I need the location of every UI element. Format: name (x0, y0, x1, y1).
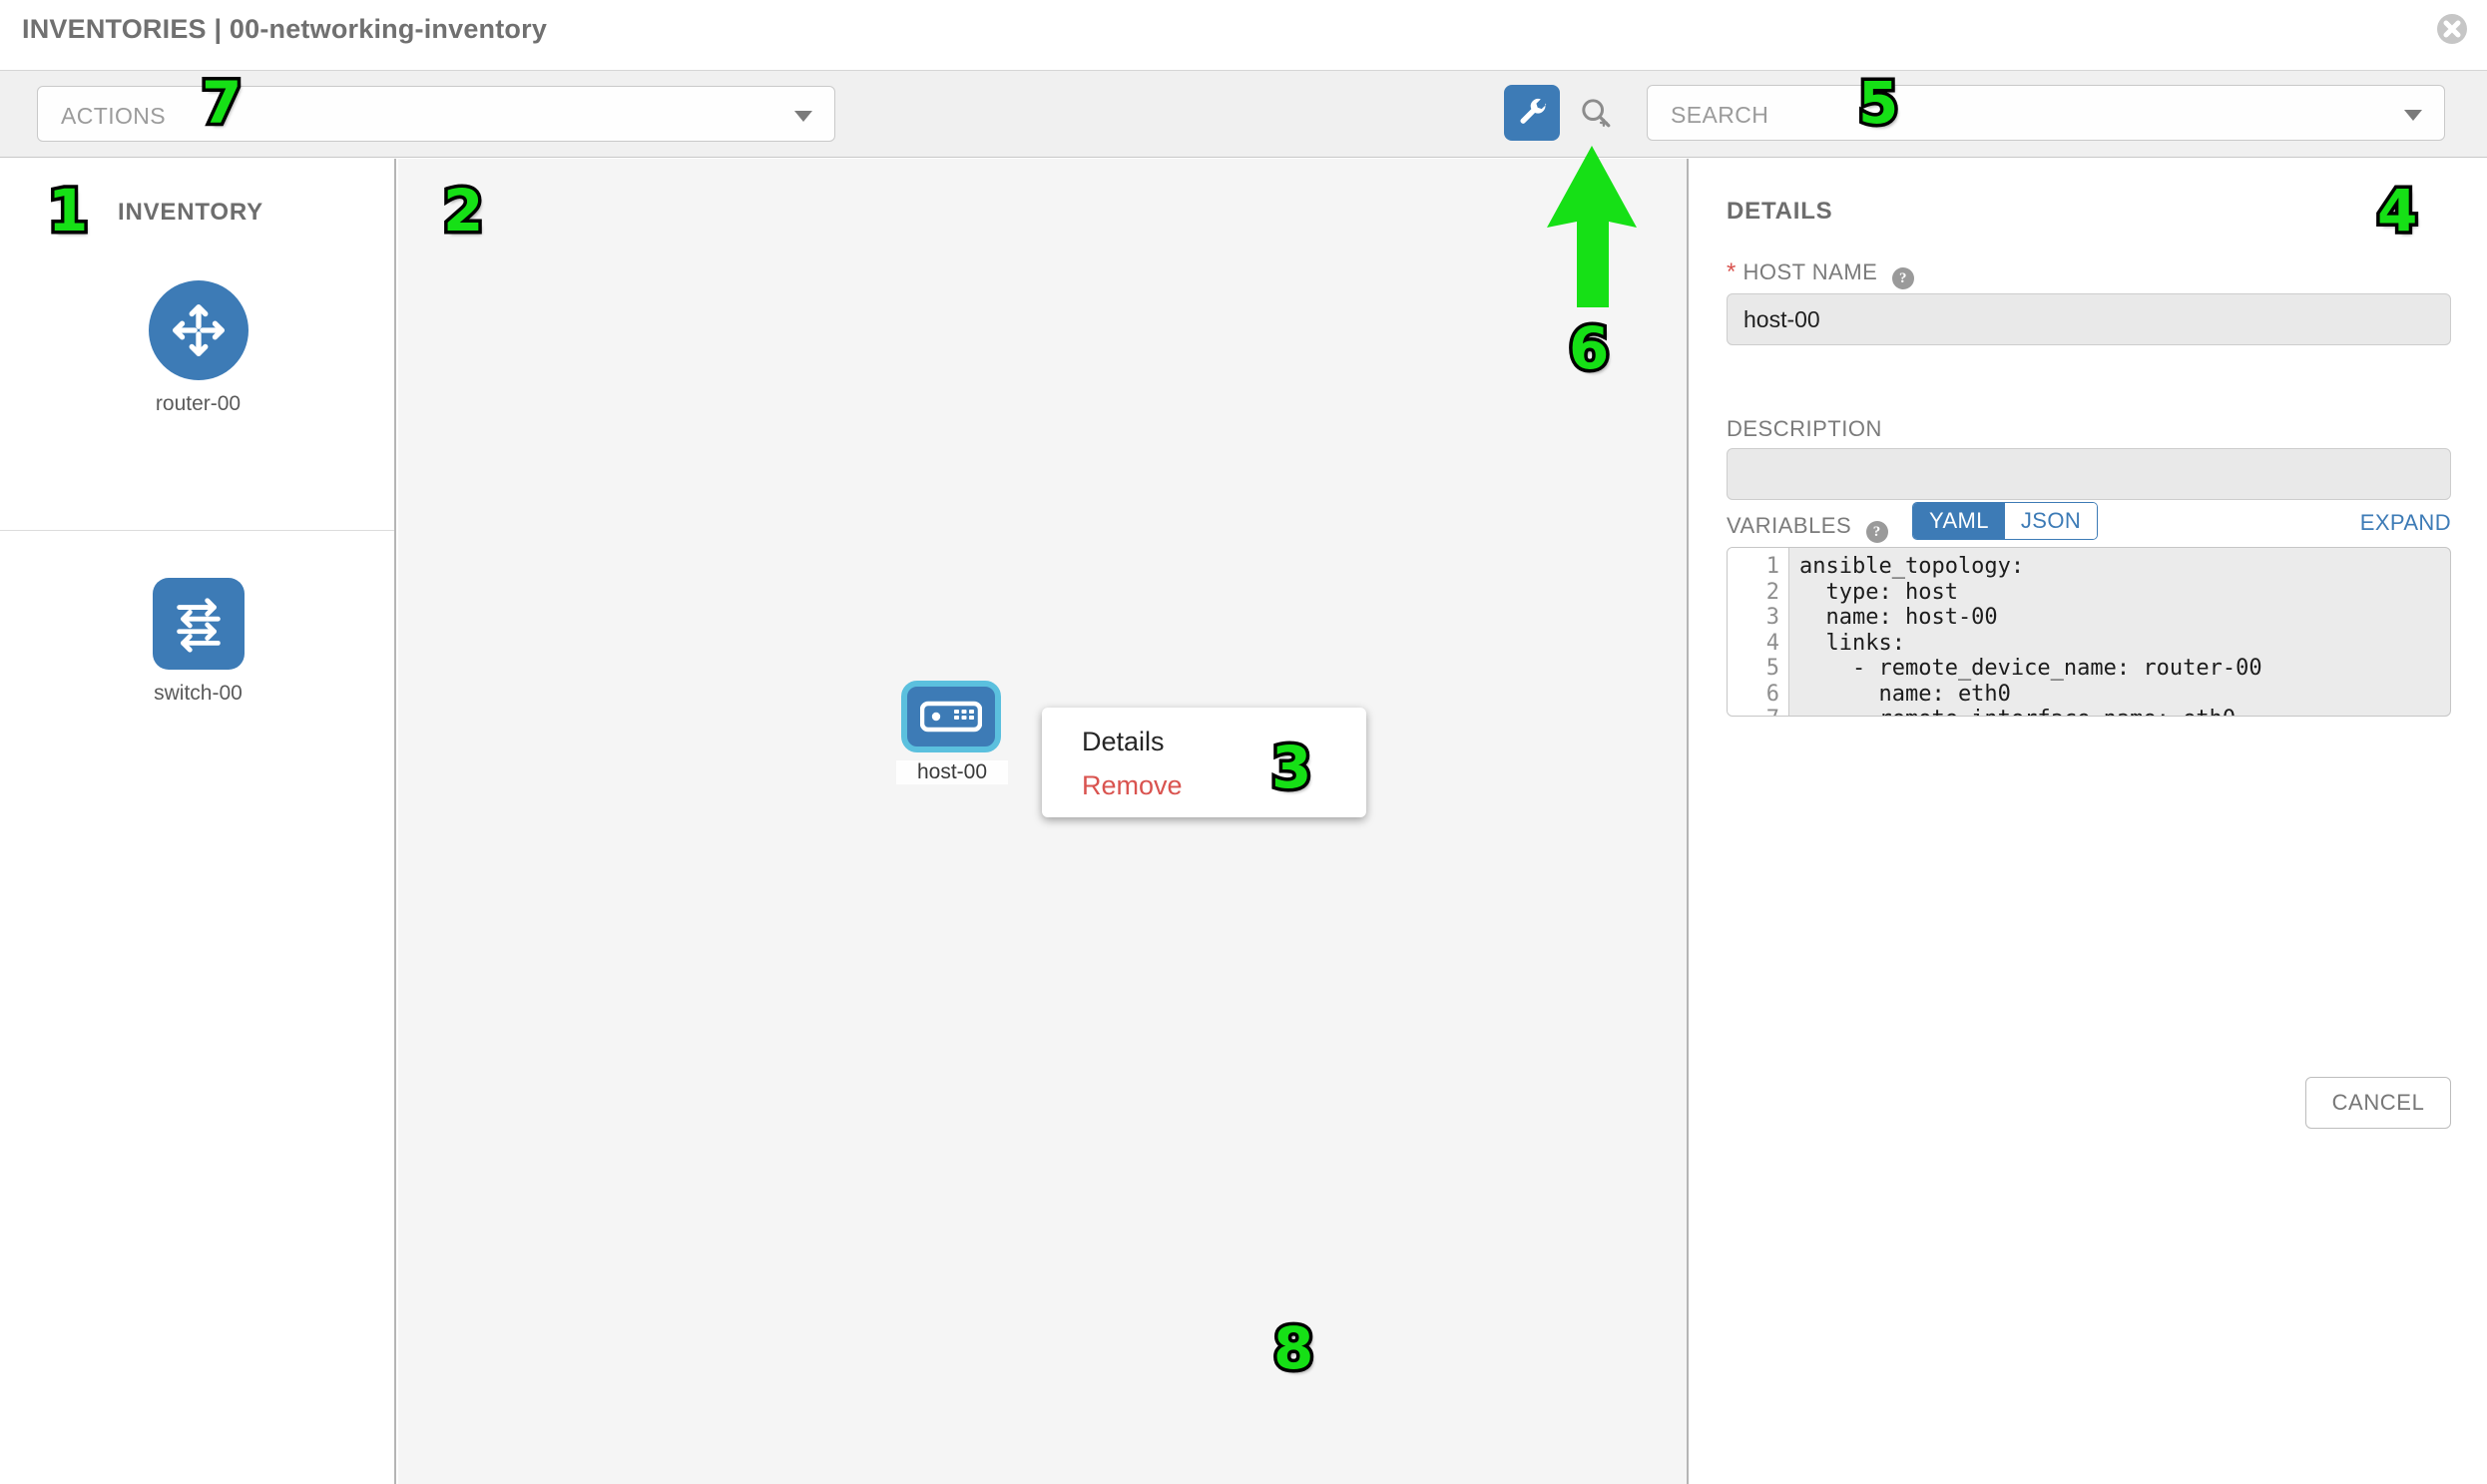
code-line: name: eth0 (1799, 681, 2011, 707)
annotation-arrow-up (1547, 146, 1637, 307)
variables-editor[interactable]: 1 2 3 4 5 6 7 ansible_topology: type: ho… (1727, 547, 2451, 717)
code-line: - remote_device_name: router-00 (1799, 656, 2262, 681)
annotation-marker-3: 3 (1267, 734, 1314, 801)
annotation-marker-4: 4 (2373, 177, 2420, 245)
topology-node-label: host-00 (896, 760, 1008, 784)
host-name-label-text: HOST NAME (1742, 259, 1878, 284)
annotation-marker-1: 1 (44, 177, 91, 245)
close-icon[interactable] (2435, 12, 2469, 46)
page-title: INVENTORIES | 00-networking-inventory (22, 14, 548, 44)
cancel-button[interactable]: CANCEL (2305, 1077, 2451, 1129)
editor-line-numbers: 1 2 3 4 5 6 7 (1728, 548, 1789, 716)
code-line: links: (1799, 630, 1905, 656)
line-number: 1 (1765, 554, 1779, 579)
context-menu-item-remove[interactable]: Remove (1082, 770, 1183, 800)
topology-node-host[interactable]: host-00 (896, 681, 1008, 784)
search-field[interactable]: SEARCH (1647, 85, 2445, 141)
line-number: 5 (1765, 656, 1779, 681)
variables-label-text: VARIABLES (1727, 513, 1852, 538)
router-icon (148, 280, 249, 380)
line-number: 6 (1765, 681, 1779, 707)
line-number: 3 (1765, 605, 1779, 630)
host-name-input[interactable]: host-00 (1727, 293, 2451, 345)
line-number: 4 (1765, 630, 1779, 656)
toggle-option-yaml[interactable]: YAML (1913, 503, 2005, 539)
line-number: 7 (1728, 707, 1788, 716)
actions-dropdown[interactable]: ACTIONS (37, 86, 835, 142)
details-heading: DETAILS (1727, 198, 1833, 225)
context-menu-item-details[interactable]: Details (1082, 727, 1165, 756)
annotation-marker-8: 8 (1269, 1314, 1316, 1382)
wrench-button[interactable] (1504, 85, 1560, 141)
required-marker: * (1727, 258, 1737, 285)
variables-label: VARIABLES ? (1727, 513, 1888, 543)
annotation-marker-2: 2 (439, 177, 486, 245)
context-menu: Details Remove (1042, 708, 1366, 817)
annotation-marker-6: 6 (1565, 314, 1612, 382)
chevron-down-icon (794, 111, 812, 122)
code-line: remote_interface_name: eth0 (1799, 707, 2450, 716)
variables-format-toggle: YAML JSON (1912, 502, 2099, 540)
annotation-marker-5: 5 (1854, 69, 1901, 137)
description-label: DESCRIPTION (1727, 416, 1882, 441)
description-input[interactable] (1727, 448, 2451, 500)
host-device-icon (901, 681, 1001, 752)
search-placeholder: SEARCH (1671, 102, 1769, 128)
sidebar-heading: INVENTORY (118, 199, 263, 226)
code-line: type: host (1799, 579, 1958, 605)
topology-canvas[interactable]: host-00 Details Remove 120% (398, 159, 1689, 1484)
toggle-option-json[interactable]: JSON (2004, 503, 2098, 539)
expand-link[interactable]: EXPAND (2359, 510, 2451, 535)
sidebar-divider (0, 530, 394, 531)
inventory-sidebar: INVENTORY router-00 (0, 159, 396, 1484)
editor-code[interactable]: ansible_topology: type: host name: host-… (1789, 548, 2450, 716)
help-circle-icon[interactable]: ? (1865, 521, 1888, 543)
host-name-label: * HOST NAME ? (1727, 258, 1914, 289)
inventory-item-router[interactable]: router-00 (0, 280, 396, 416)
switch-icon (152, 578, 245, 670)
search-plus-icon (1582, 99, 1611, 128)
wrench-icon (1520, 98, 1547, 124)
inventory-item-label: router-00 (155, 392, 242, 415)
help-circle-icon[interactable]: ? (1891, 267, 1914, 289)
line-number: 2 (1765, 579, 1779, 605)
inventory-item-switch[interactable]: switch-00 (0, 578, 396, 706)
search-plus-button[interactable] (1575, 92, 1617, 134)
actions-dropdown-label: ACTIONS (61, 103, 167, 129)
inventory-item-label: switch-00 (154, 682, 243, 705)
details-panel: DETAILS * HOST NAME ? host-00 DESCRIPTIO… (1691, 159, 2487, 1484)
annotation-marker-7: 7 (198, 69, 245, 137)
window-titlebar: INVENTORIES | 00-networking-inventory (0, 0, 2487, 70)
chevron-down-icon (2404, 110, 2422, 121)
code-line: ansible_topology: (1799, 554, 2025, 579)
code-line: name: host-00 (1799, 605, 1998, 630)
